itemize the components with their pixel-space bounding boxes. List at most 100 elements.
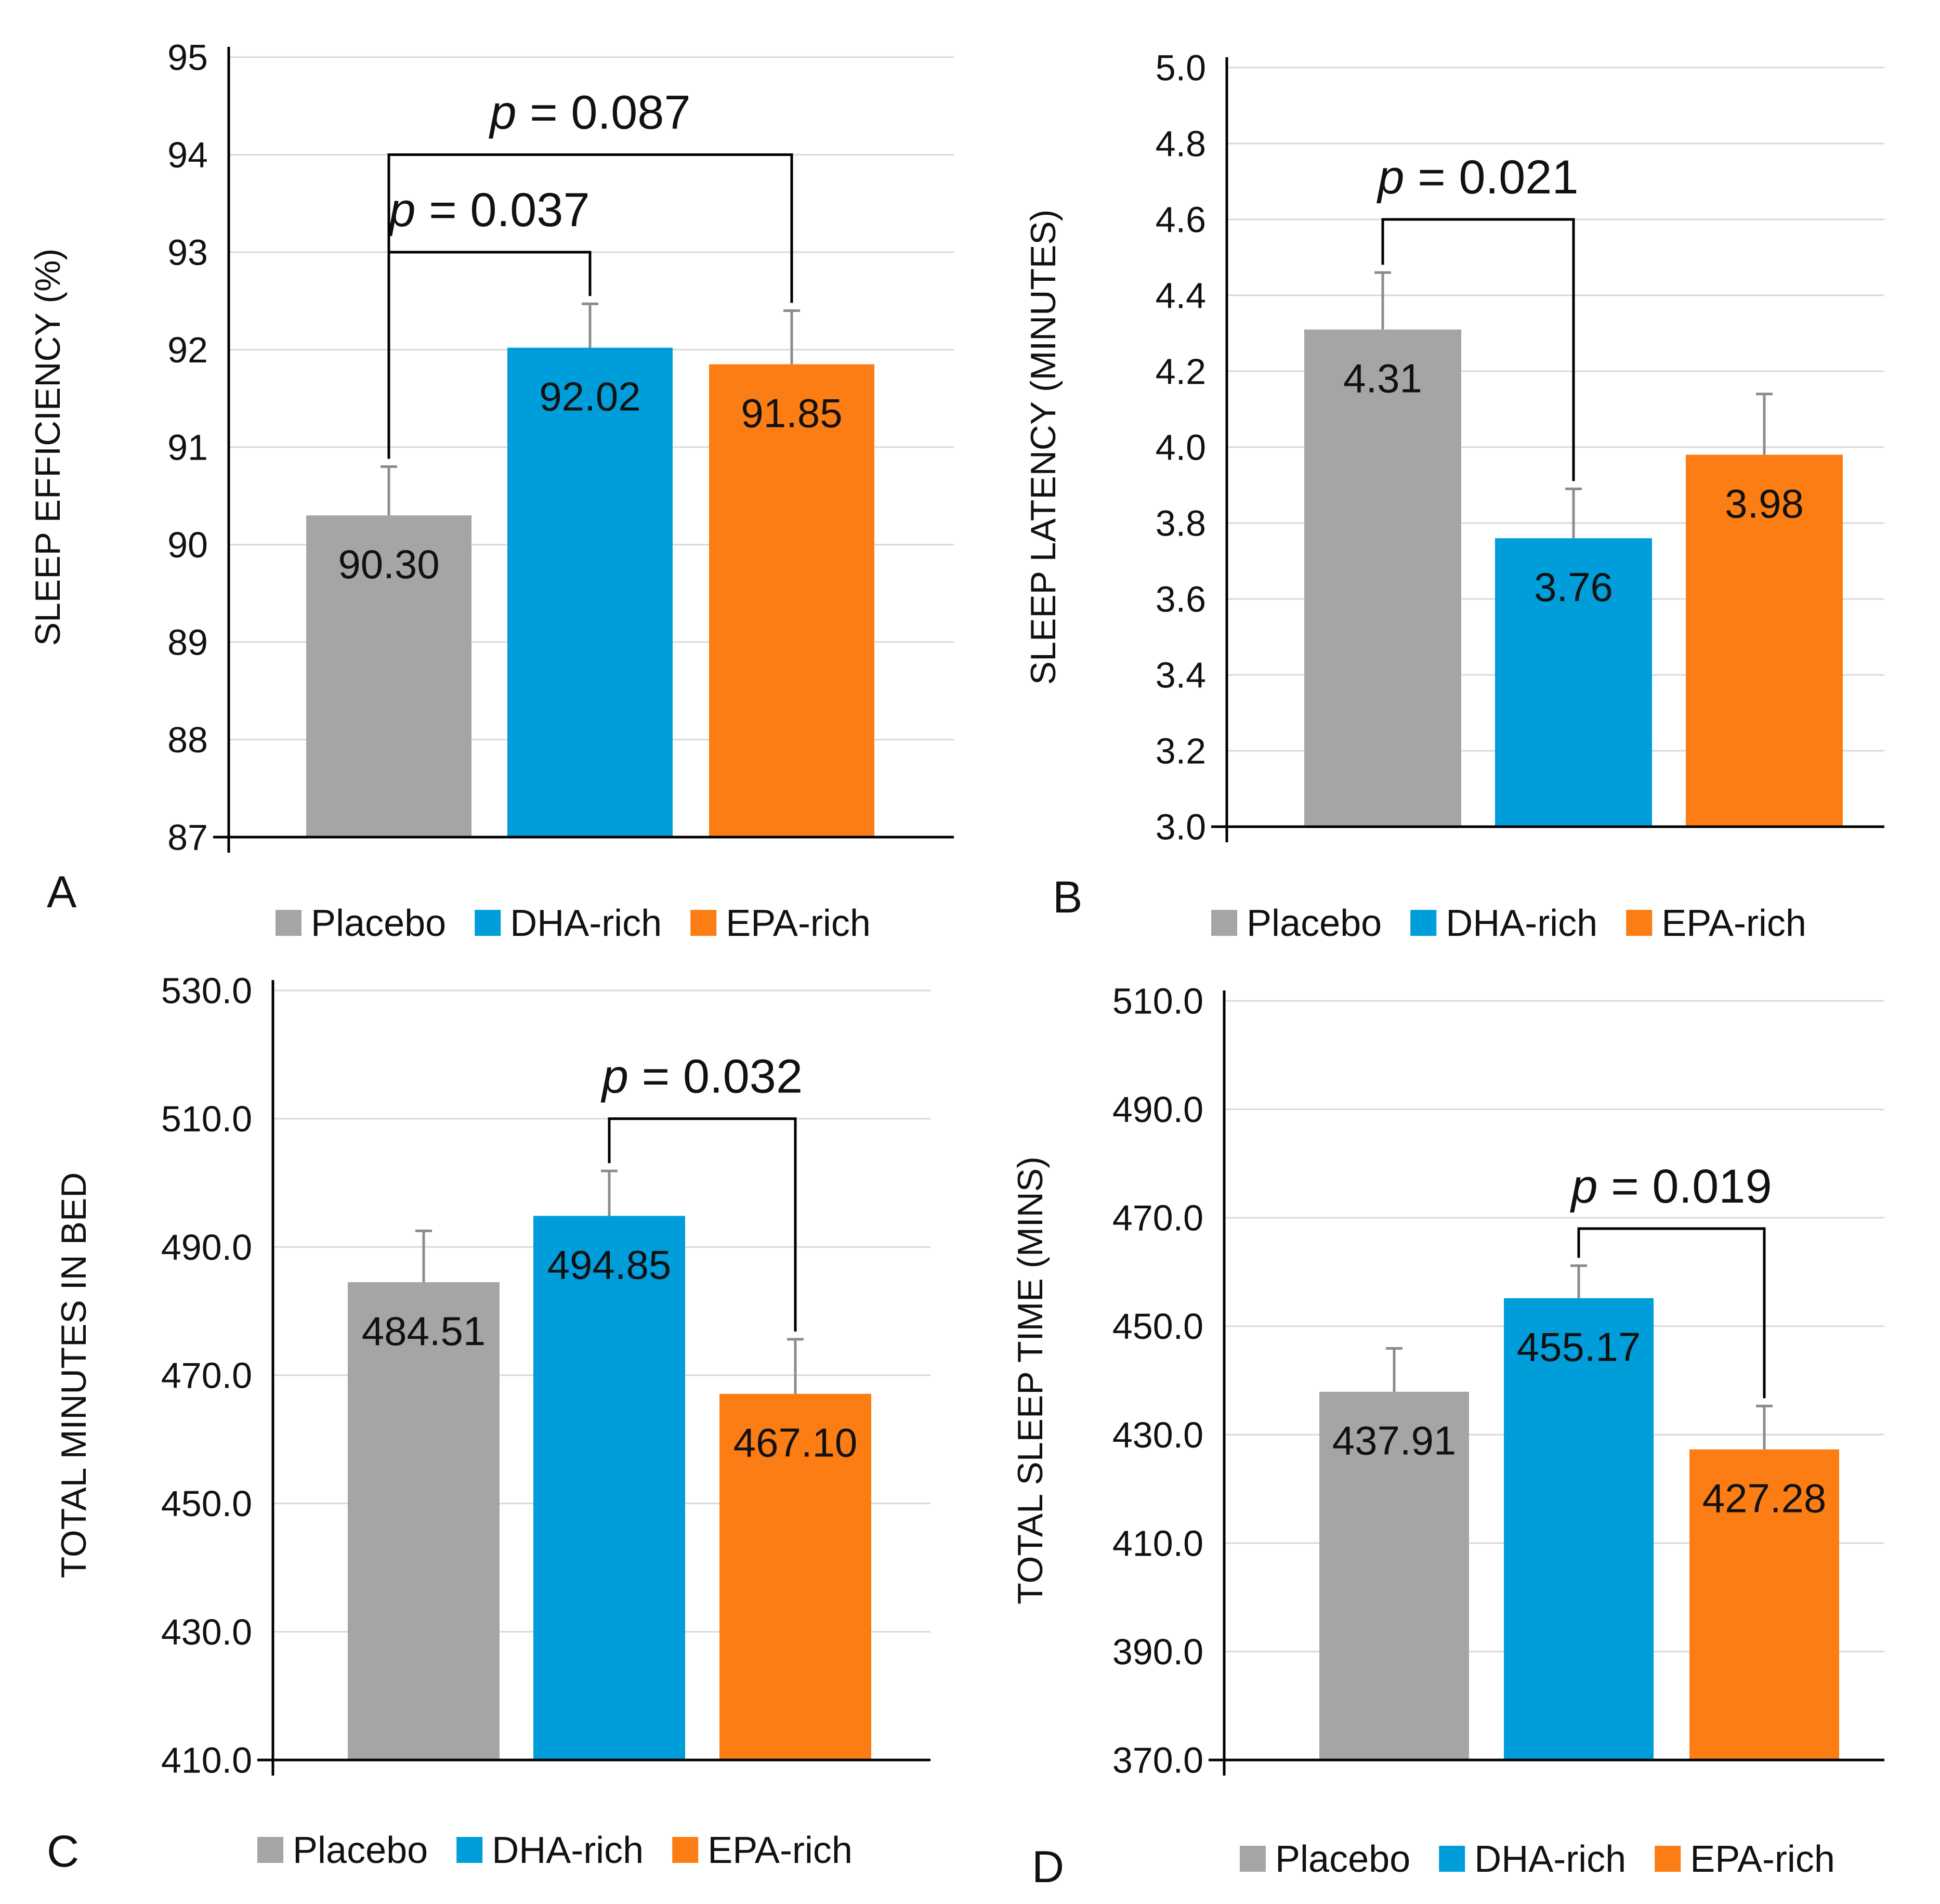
bar-value-label: 3.76 xyxy=(1534,564,1613,610)
legend-label: EPA-rich xyxy=(707,1830,853,1871)
y-tick-label: 3.4 xyxy=(1156,655,1206,696)
bar-dha-rich xyxy=(1504,1298,1654,1760)
legend-label: EPA-rich xyxy=(1661,903,1806,944)
p-value: = 0.019 xyxy=(1598,1160,1772,1213)
legend-label: Placebo xyxy=(311,903,446,944)
legend-swatch xyxy=(475,910,501,936)
y-axis-title: SLEEP LATENCY (MINUTES) xyxy=(1024,210,1063,685)
p-symbol: p xyxy=(600,1050,628,1103)
legend: Placebo DHA-rich EPA-rich xyxy=(276,903,871,944)
y-tick-label: 95 xyxy=(167,37,208,78)
y-tick-label: 91 xyxy=(167,427,208,468)
y-tick-label: 4.4 xyxy=(1156,276,1206,316)
y-axis-title: TOTAL MINUTES IN BED xyxy=(54,1172,94,1579)
y-tick-label: 410.0 xyxy=(161,1740,252,1781)
legend-swatch xyxy=(257,1837,283,1863)
p-value: = 0.087 xyxy=(517,86,691,139)
y-tick-label: 3.2 xyxy=(1156,731,1206,772)
legend-swatch xyxy=(1410,910,1437,936)
p-value: = 0.021 xyxy=(1405,151,1579,204)
y-tick-label: 3.6 xyxy=(1156,579,1206,620)
y-tick-label: 87 xyxy=(167,817,208,858)
legend-swatch xyxy=(1655,1846,1681,1872)
legend-label: DHA-rich xyxy=(1446,903,1597,944)
legend: Placebo DHA-rich EPA-rich xyxy=(257,1830,853,1871)
bar-value-label: 484.51 xyxy=(362,1308,486,1354)
y-tick-label: 510.0 xyxy=(1112,981,1203,1022)
bar-epa-rich xyxy=(1686,454,1843,827)
significance-bracket xyxy=(1381,218,1575,481)
p-value-label: p = 0.087 xyxy=(488,86,690,139)
significance-bracket xyxy=(1577,1227,1766,1399)
bar-placebo xyxy=(348,1282,500,1760)
legend-swatch xyxy=(1626,910,1653,936)
bar-value-label: 92.02 xyxy=(539,374,640,420)
legend: Placebo DHA-rich EPA-rich xyxy=(1211,903,1806,944)
chart-panel-a: 87 88 89 90 91 92 93 94 95 90.30 92.02 91.85 SLEEP E… xyxy=(28,37,954,944)
bar-value-label: 455.17 xyxy=(1517,1324,1641,1370)
p-value: = 0.032 xyxy=(628,1050,803,1103)
p-symbol: p xyxy=(488,86,516,139)
bar-epa-rich xyxy=(1689,1449,1839,1760)
bar-value-label: 4.31 xyxy=(1343,356,1422,401)
legend-label: DHA-rich xyxy=(1474,1838,1626,1880)
y-tick-label: 5.0 xyxy=(1156,48,1206,88)
bar-value-label: 91.85 xyxy=(741,390,842,436)
bar-dha-rich xyxy=(1495,538,1652,827)
p-value-label: p = 0.019 xyxy=(1569,1160,1772,1213)
y-tick-label: 490.0 xyxy=(1112,1089,1203,1130)
legend: Placebo DHA-rich EPA-rich xyxy=(1240,1838,1835,1880)
bar-value-label: 427.28 xyxy=(1702,1476,1827,1521)
y-tick-label: 92 xyxy=(167,330,208,370)
bar-placebo xyxy=(1319,1391,1469,1760)
legend-label: Placebo xyxy=(1275,1838,1410,1880)
y-tick-label: 470.0 xyxy=(161,1355,252,1396)
y-tick-label: 90 xyxy=(167,525,208,565)
y-tick-label: 3.0 xyxy=(1156,807,1206,847)
y-axis-title: SLEEP EFFICIENCY (%) xyxy=(28,249,68,646)
p-symbol: p xyxy=(1376,151,1404,204)
bar-placebo xyxy=(306,515,471,837)
bar-dha-rich xyxy=(507,347,673,837)
legend-swatch xyxy=(690,910,717,936)
significance-bracket xyxy=(387,153,793,459)
significance-bracket xyxy=(608,1117,797,1332)
y-tick-label: 490.0 xyxy=(161,1227,252,1268)
y-tick-label: 430.0 xyxy=(161,1612,252,1652)
y-tick-label: 3.8 xyxy=(1156,503,1206,544)
legend-label: EPA-rich xyxy=(726,903,871,944)
legend-swatch xyxy=(276,910,302,936)
y-axis-title: TOTAL SLEEP TIME (MINS) xyxy=(1011,1156,1050,1605)
y-tick-label: 89 xyxy=(167,622,208,663)
p-symbol: p xyxy=(1569,1160,1597,1213)
y-tick-label: 510.0 xyxy=(161,1099,252,1139)
legend-label: DHA-rich xyxy=(510,903,662,944)
y-tick-label: 4.6 xyxy=(1156,200,1206,240)
bar-value-label: 3.98 xyxy=(1725,481,1804,527)
panel-label: A xyxy=(47,867,77,917)
bar-value-label: 90.30 xyxy=(338,541,439,587)
y-tick-label: 94 xyxy=(167,135,208,175)
legend-swatch xyxy=(456,1837,483,1863)
bar-epa-rich xyxy=(709,364,874,837)
bar-value-label: 494.85 xyxy=(547,1242,672,1287)
p-value-label: p = 0.021 xyxy=(1376,151,1578,204)
chart-panel-b: 3.0 3.2 3.4 3.6 3.8 4.0 4.2 4.4 4.6 4.8 5.0 4.31 3.7… xyxy=(1024,48,1884,944)
legend-label: DHA-rich xyxy=(492,1830,644,1871)
y-tick-label: 4.0 xyxy=(1156,427,1206,468)
legend-swatch xyxy=(672,1837,699,1863)
bar-epa-rich xyxy=(719,1393,871,1760)
y-tick-label: 530.0 xyxy=(161,971,252,1011)
p-value-label: p = 0.037 xyxy=(387,184,589,237)
bar-dha-rich xyxy=(533,1216,685,1760)
bar-placebo xyxy=(1304,329,1461,827)
legend-label: Placebo xyxy=(1247,903,1382,944)
panel-label: D xyxy=(1032,1842,1064,1892)
y-tick-label: 93 xyxy=(167,232,208,273)
legend-swatch xyxy=(1439,1846,1465,1872)
y-tick-label: 390.0 xyxy=(1112,1632,1203,1672)
p-value: = 0.037 xyxy=(416,184,590,237)
legend-swatch xyxy=(1211,910,1237,936)
panel-label: C xyxy=(47,1827,79,1876)
